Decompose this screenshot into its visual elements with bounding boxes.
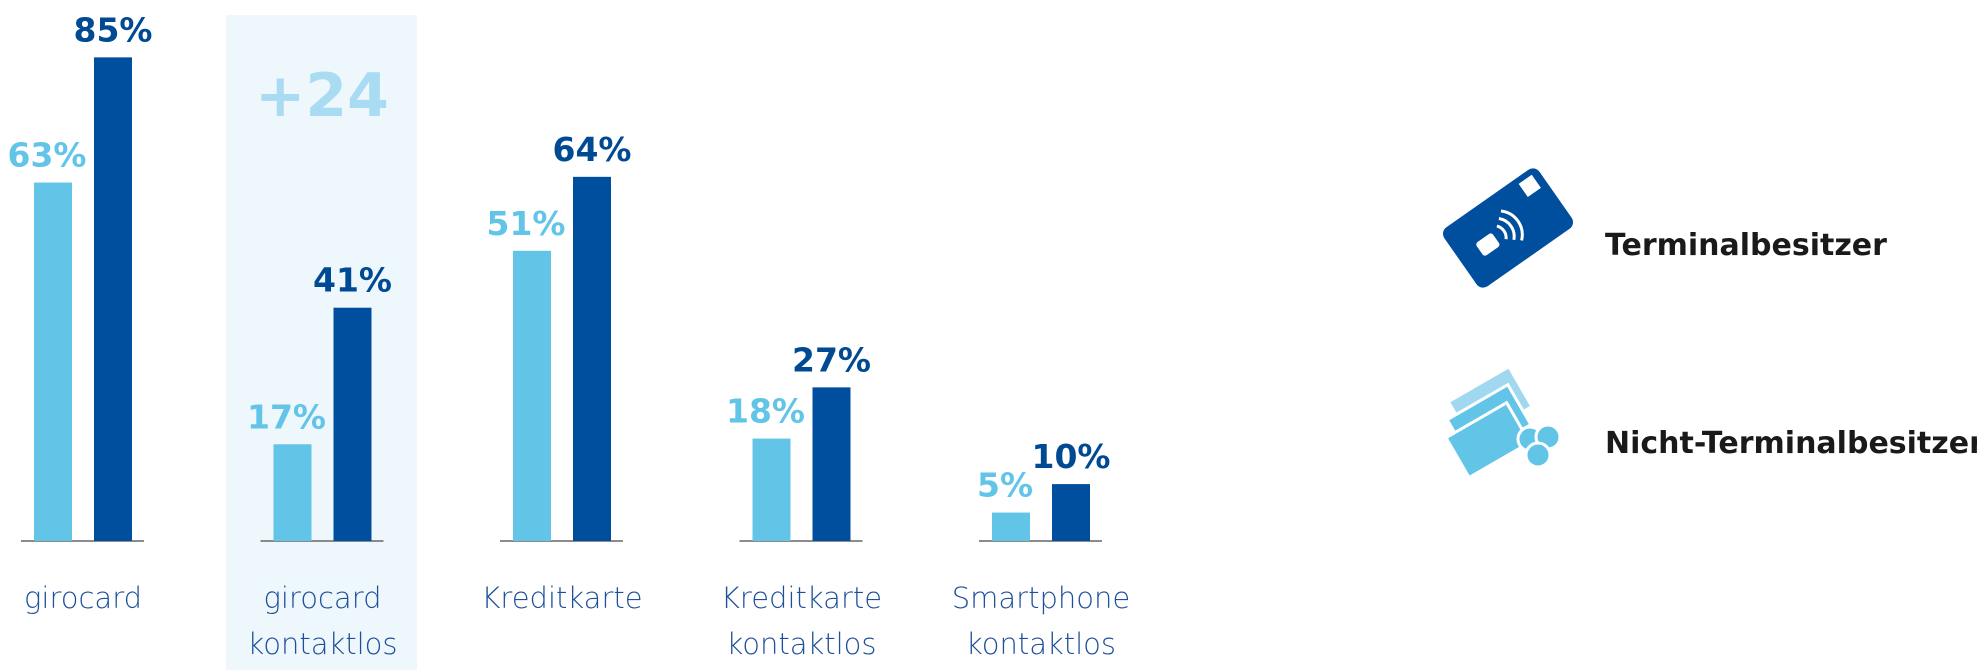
bar: [992, 512, 1030, 541]
category-label: Smartphone kontaktlos: [951, 581, 1131, 661]
bar: [513, 250, 551, 541]
value-label: 51%: [487, 204, 566, 243]
bar: [573, 176, 611, 541]
bar: [333, 307, 372, 541]
bar: [1052, 484, 1090, 541]
value-label: 17%: [247, 397, 326, 436]
legend-label: Terminalbesitzer: [1605, 228, 1887, 263]
value-label: 63%: [8, 136, 87, 175]
category-label: Kreditkarte: [481, 581, 643, 615]
value-label: 18%: [726, 392, 805, 431]
annotation: +24: [255, 61, 389, 131]
value-label: 27%: [792, 340, 871, 379]
bar: [94, 57, 132, 541]
value-label: 64%: [553, 130, 632, 169]
legend-label: Nicht-Terminalbesitzer: [1605, 426, 1977, 461]
category-label: girocard: [23, 581, 143, 615]
value-label: 41%: [313, 261, 392, 300]
highlight-band: [226, 15, 417, 670]
legend-icon-card: [1442, 168, 1574, 288]
category-label: girocard kontaktlos: [247, 581, 398, 661]
category-label: Kreditkarte kontaktlos: [720, 581, 883, 661]
bar: [273, 444, 312, 541]
bar: [812, 387, 851, 541]
bar: [34, 182, 72, 541]
value-label: 10%: [1032, 437, 1111, 476]
value-label: 85%: [74, 10, 153, 49]
legend-icon-cash: [1443, 364, 1562, 480]
value-label: 5%: [977, 466, 1033, 505]
bar: [752, 438, 791, 541]
